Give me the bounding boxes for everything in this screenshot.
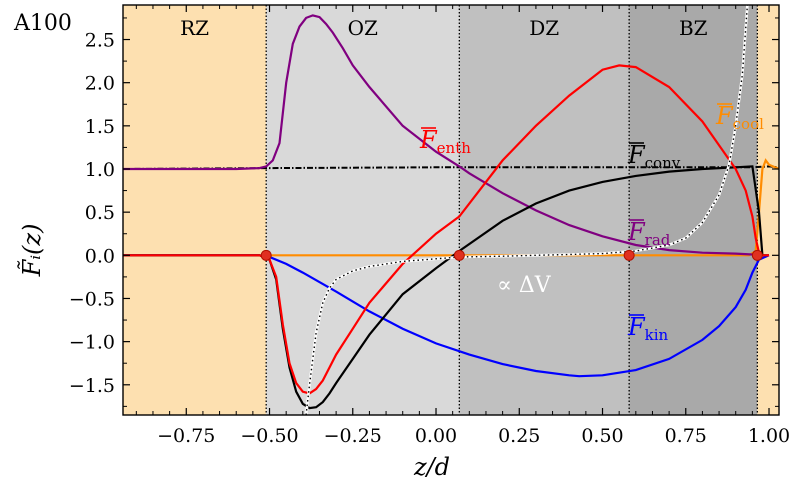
boundary-marker-3 [751,249,763,261]
zone-edge [757,5,779,415]
x-tick-label: 0.00 [415,425,457,447]
series-grad_diff [305,5,749,415]
y-axis-label: F̃ᵢ(z) [18,224,46,278]
label-F_kin: Fkin [627,313,669,344]
y-tick-label: −1.5 [69,375,115,397]
series-F_total [123,165,779,170]
y-tick-label: 2.0 [85,73,115,95]
label-F_cool: Fcool [715,102,764,133]
x-axis-label: z/d [413,453,450,481]
series-F_kin [123,254,770,378]
zone-label-oz: OZ [348,16,378,40]
y-tick-label: 1.0 [85,159,115,181]
y-tick-label: 0.5 [85,202,115,224]
boundary-marker-0 [260,249,272,261]
series-lines [123,5,779,415]
panel-label: A100 [13,11,72,36]
series-F_enth [123,64,769,395]
series-F_rad [123,14,769,257]
zone-backgrounds [123,5,779,415]
y-tick-label: −1.0 [69,332,115,354]
zone-label-dz: DZ [529,16,559,40]
label-F_enth: Fenth [419,126,471,157]
x-tick-label: −0.75 [157,425,215,447]
y-tick-label: 1.5 [85,116,115,138]
x-tick-label: −0.25 [324,425,382,447]
plot-border [122,4,780,416]
y-tick-label: 2.5 [85,30,115,52]
y-tick-label: 0.0 [85,245,115,267]
label-F_rad: Frad [627,218,671,249]
x-tick-label: 0.50 [581,425,623,447]
y-ticks: −1.5 −1.0 −0.5 0.0 0.5 1.0 1.5 2.0 2.5 [69,17,779,407]
x-tick-label: 1.00 [748,425,789,447]
zone-rz [123,5,267,415]
svg-text:F̃ᵢ(z): F̃ᵢ(z) [18,224,46,278]
x-tick-label: −0.50 [240,425,298,447]
boundary-marker-2 [623,249,635,261]
boundary-markers [260,249,763,261]
x-ticks: −0.75 −0.50 −0.25 0.00 0.25 0.50 0.75 1.00 [135,5,789,447]
label-grad-diff: ∝ ΔV [497,273,552,298]
x-tick-label: 0.75 [665,425,707,447]
zone-dz [459,5,630,415]
plot-frame [122,4,780,416]
y-tick-label: −0.5 [69,288,115,310]
series-annotations: Fenth Fconv Frad Fkin Fcool ∝ ΔV [419,102,764,344]
zone-oz [266,5,460,415]
label-F_conv: Fconv [627,141,681,172]
boundary-marker-1 [453,249,465,261]
zone-bz [629,5,758,415]
zone-labels: RZ OZ DZ BZ [180,16,708,40]
zone-label-bz: BZ [679,16,708,40]
x-tick-label: 0.25 [498,425,540,447]
zone-label-rz: RZ [180,16,209,40]
